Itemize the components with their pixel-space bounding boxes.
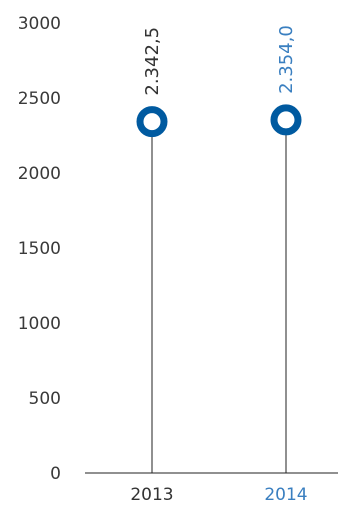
data-labels: 2.342,5 2.354,0 bbox=[142, 25, 297, 95]
y-tick-label: 500 bbox=[29, 389, 61, 409]
lollipop-marker bbox=[136, 106, 168, 138]
y-tick-label: 2500 bbox=[18, 89, 61, 109]
y-tick-label: 1000 bbox=[18, 314, 61, 334]
lollipop-markers bbox=[136, 104, 302, 138]
data-label: 2.354,0 bbox=[276, 25, 297, 94]
y-tick-label: 2000 bbox=[18, 164, 61, 184]
lollipop-marker bbox=[270, 104, 302, 136]
lollipop-stems bbox=[151, 119, 287, 473]
y-axis: 0 500 1000 1500 2000 2500 3000 bbox=[18, 14, 61, 484]
y-tick-label: 1500 bbox=[18, 239, 61, 259]
y-tick-label: 0 bbox=[50, 464, 61, 484]
y-tick-label: 3000 bbox=[18, 14, 61, 34]
category-label: 2014 bbox=[264, 485, 307, 505]
data-label: 2.342,5 bbox=[142, 27, 163, 96]
category-label: 2013 bbox=[130, 485, 173, 505]
category-labels: 2013 2014 bbox=[130, 485, 307, 505]
